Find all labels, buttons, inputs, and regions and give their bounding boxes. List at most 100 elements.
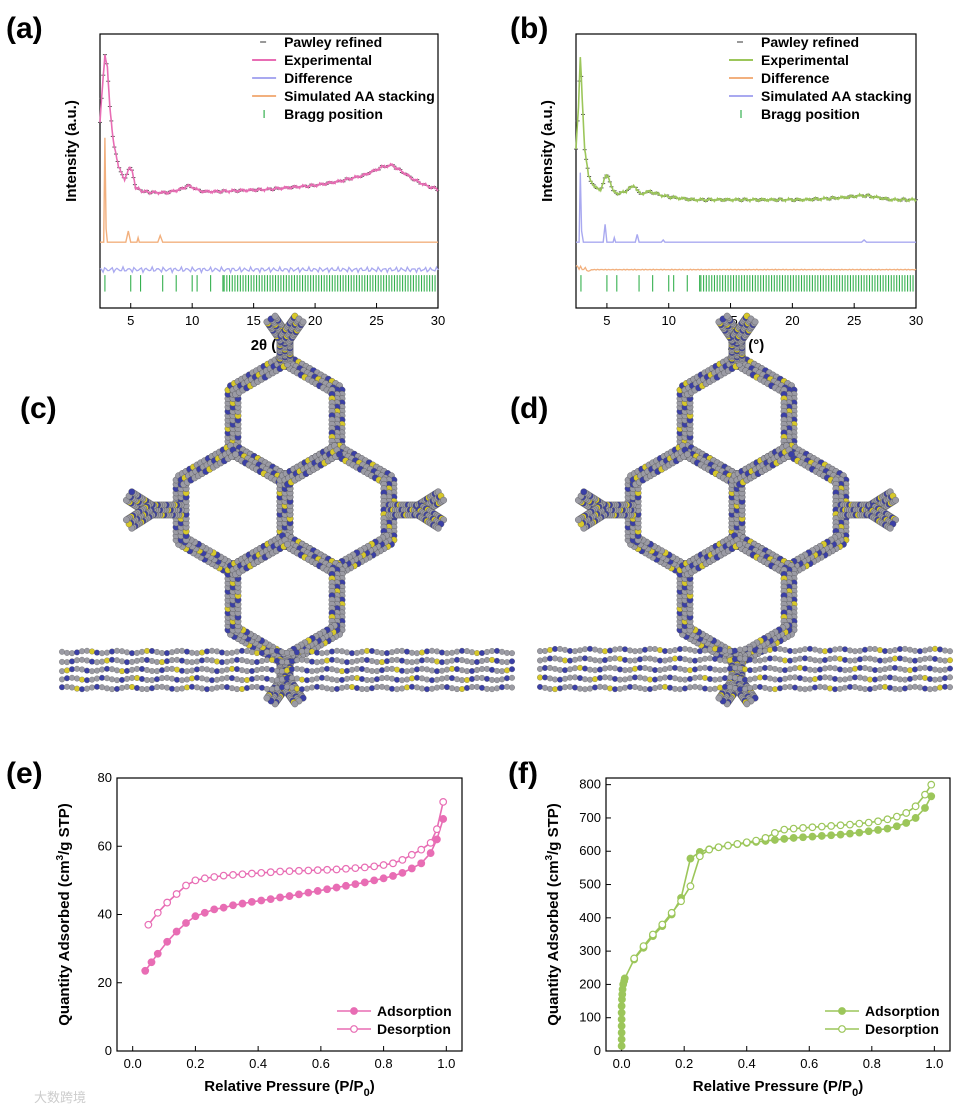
- atom-bead: [597, 657, 603, 664]
- atom-bead: [79, 648, 85, 655]
- atom-bead: [139, 686, 145, 692]
- atom-bead: [74, 675, 80, 682]
- atom-bead: [682, 685, 688, 692]
- legend-label: Bragg position: [761, 106, 860, 122]
- atom-bead: [124, 675, 130, 682]
- x-tick-label: 0.8: [375, 1056, 393, 1071]
- atom-bead: [104, 685, 110, 692]
- adsorption-point: [182, 919, 190, 927]
- atom-bead: [469, 684, 475, 690]
- atom-bead: [394, 656, 400, 663]
- atom-bead: [349, 674, 355, 681]
- y-tick-label: 100: [579, 1010, 601, 1025]
- atom-bead: [174, 686, 180, 693]
- atom-bead: [667, 674, 673, 681]
- atom-bead: [279, 668, 285, 675]
- atom-bead: [632, 657, 638, 664]
- atom-bead: [877, 657, 883, 664]
- atom-bead: [114, 685, 120, 692]
- pawley-refined-markers: [98, 54, 440, 195]
- atom-bead: [64, 675, 70, 682]
- atom-bead: [892, 496, 899, 504]
- atom-bead: [922, 674, 928, 681]
- atom-bead: [389, 657, 395, 664]
- atom-bead: [837, 676, 843, 683]
- adsorption-point: [351, 880, 360, 889]
- atom-bead: [459, 677, 465, 684]
- atom-bead: [229, 665, 235, 672]
- atom-bead: [349, 684, 355, 690]
- atom-bead: [892, 664, 898, 671]
- atom-bead: [239, 657, 245, 664]
- atom-bead: [542, 648, 548, 654]
- atom-bead: [722, 666, 728, 673]
- x-tick-label: 25: [369, 313, 383, 328]
- atom-bead: [99, 674, 105, 681]
- desorption-point: [351, 864, 360, 872]
- atom-bead: [144, 657, 150, 663]
- atom-bead: [364, 677, 370, 683]
- atom-bead: [349, 650, 355, 657]
- desorption-point: [332, 865, 341, 874]
- atom-bead: [199, 657, 205, 664]
- atom-bead: [409, 683, 415, 690]
- atom-bead: [374, 659, 380, 665]
- atom-bead: [717, 676, 723, 683]
- atom-bead: [642, 646, 648, 653]
- y-tick-label: 800: [579, 777, 601, 792]
- atom-bead: [89, 684, 95, 691]
- atom-bead: [89, 658, 95, 665]
- adsorption-point: [617, 1022, 626, 1030]
- atom-bead: [723, 312, 731, 320]
- atom-bead: [434, 658, 440, 665]
- atom-bead: [454, 676, 460, 683]
- atom-bead: [244, 648, 250, 655]
- atom-bead: [74, 685, 80, 692]
- atom-bead: [557, 645, 563, 652]
- atom-bead: [174, 666, 180, 673]
- atom-bead: [837, 666, 843, 673]
- atom-bead: [817, 647, 823, 654]
- atom-bead: [149, 658, 155, 664]
- legend-label: Adsorption: [377, 1003, 452, 1019]
- atom-bead: [94, 675, 100, 682]
- atom-bead: [562, 675, 568, 682]
- atom-bead: [234, 686, 240, 693]
- atom-bead: [807, 656, 813, 663]
- atom-bead: [622, 646, 628, 653]
- atom-bead: [344, 675, 350, 682]
- atom-bead: [184, 684, 190, 691]
- legend-item: Bragg position: [740, 106, 860, 122]
- atom-bead: [304, 685, 310, 692]
- atom-bead: [907, 667, 913, 674]
- atom-bead: [747, 676, 753, 683]
- desorption-point: [163, 898, 172, 907]
- atom-bead: [797, 655, 803, 662]
- bragg-positions: [104, 275, 436, 292]
- atom-bead: [684, 450, 691, 458]
- bragg-positions: [580, 275, 914, 292]
- legend-item: Adsorption: [825, 1003, 940, 1019]
- atom-bead: [542, 656, 548, 663]
- desorption-point: [761, 834, 770, 842]
- atom-bead: [857, 664, 863, 671]
- atom-bead: [384, 666, 390, 673]
- adsorption-point: [257, 896, 266, 905]
- atom-bead: [444, 674, 450, 681]
- atom-bead: [289, 666, 295, 673]
- legend-label: Experimental: [761, 52, 849, 68]
- atom-bead: [194, 658, 200, 665]
- atom-bead: [189, 667, 195, 674]
- atom-bead: [479, 684, 485, 691]
- atom-bead: [657, 684, 663, 691]
- desorption-point: [210, 873, 219, 881]
- atom-bead: [204, 686, 210, 693]
- atom-bead: [882, 648, 888, 655]
- atom-bead: [652, 676, 658, 683]
- atom-bead: [284, 659, 290, 666]
- atom-bead: [254, 659, 260, 665]
- atom-bead: [592, 676, 598, 683]
- atom-bead: [159, 683, 165, 690]
- atom-bead: [692, 683, 698, 690]
- atom-bead: [339, 658, 345, 665]
